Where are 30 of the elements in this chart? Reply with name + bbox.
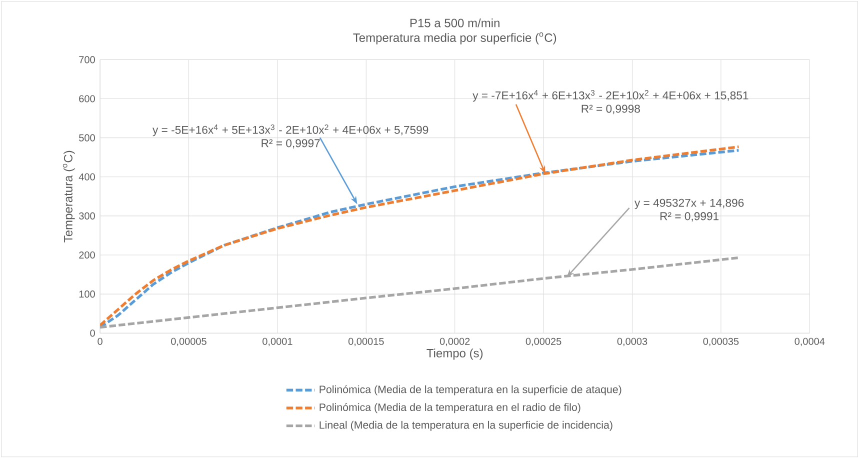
x-tick-label: 0,00015 (348, 338, 384, 346)
x-tick-label: 0,00005 (171, 338, 206, 346)
y-tick-label: 100 (79, 290, 95, 298)
annotation: R² = 0,9997 (262, 139, 320, 148)
x-tick-label: 0,0003 (617, 338, 648, 346)
y-tick-label: 600 (79, 95, 95, 102)
x-tick-label: 0,0004 (794, 338, 825, 346)
legend-label: Polinómica (Media de la temperatura en el radio de filo) (320, 402, 580, 414)
legend-label: Lineal (Media de la temperatura en la superficie de incidencia) (320, 420, 612, 431)
x-axis-title: Tiempo (s) (426, 348, 483, 360)
y-tick-label: 400 (78, 173, 95, 180)
x-tick-label: 0,00025 (526, 338, 562, 346)
x-tick-label: 0,0001 (262, 338, 292, 346)
legend-label: Polinómica (Media de la temperatura en la superficie de ataque) (320, 385, 622, 396)
annotation: y = 495327x + 14,896 (634, 198, 744, 210)
y-axis-title: Temperatura ($^{o}$C) (62, 150, 75, 242)
chart-title: P15 a 500 m/min (410, 18, 500, 28)
x-tick-label: 0,00035 (703, 338, 739, 346)
y-tick-label: 0 (90, 330, 95, 337)
y-tick-label: 500 (79, 134, 95, 142)
x-tick-label: 0 (98, 338, 102, 345)
annotation: R² = 0,9991 (660, 212, 719, 222)
y-tick-label: 200 (79, 251, 95, 258)
y-tick-label: 300 (79, 212, 95, 220)
annotation: R² = 0,9998 (582, 104, 640, 114)
x-tick-label: 0,0002 (440, 338, 470, 346)
annotation: y = -5E+16x$^{4}$ + 5E+13x$^{3}$ - 2E+10x$^{2}$ + 4E+06x + 5,7599 (152, 124, 428, 136)
y-tick-label: 700 (79, 56, 95, 64)
annotation: y = -7E+16x$^{4}$ + 6E+13x$^{3}$ - 2E+10x$^{2}$ + 4E+06x + 15,851 (472, 90, 748, 102)
chart-subtitle: Temperatura media por superficie ($^{o}$C) (353, 32, 556, 44)
